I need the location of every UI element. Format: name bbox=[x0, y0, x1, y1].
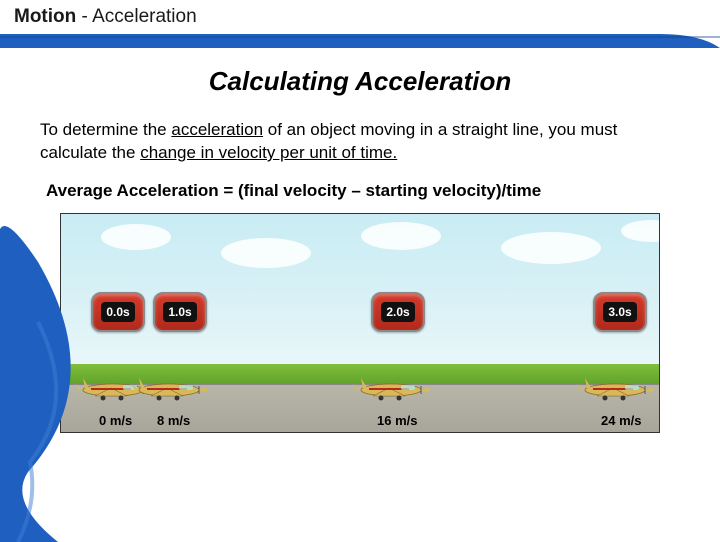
stopwatch-time: 2.0s bbox=[386, 305, 409, 319]
stopwatch: 2.0s bbox=[371, 292, 425, 332]
header-sub: - Acceleration bbox=[76, 6, 196, 27]
stopwatch: 3.0s bbox=[593, 292, 647, 332]
section-heading: Calculating Acceleration bbox=[40, 66, 680, 97]
formula: Average Acceleration = (final velocity –… bbox=[46, 181, 680, 201]
header-bar: Motion - Acceleration bbox=[0, 0, 720, 32]
stopwatch: 0.0s bbox=[91, 292, 145, 332]
velocity-label: 16 m/s bbox=[377, 413, 417, 428]
stopwatch-time: 3.0s bbox=[608, 305, 631, 319]
text-pre: To determine the bbox=[40, 120, 171, 139]
airplane bbox=[351, 366, 433, 402]
header-main: Motion bbox=[14, 6, 76, 27]
airplane bbox=[575, 366, 657, 402]
intro-text: To determine the acceleration of an obje… bbox=[40, 119, 680, 165]
velocity-label: 8 m/s bbox=[157, 413, 190, 428]
airplane bbox=[129, 366, 211, 402]
blue-ribbon bbox=[0, 32, 720, 48]
cloud bbox=[221, 238, 311, 268]
page-header: Motion - Acceleration bbox=[14, 6, 706, 28]
cloud bbox=[361, 222, 441, 250]
velocity-label: 0 m/s bbox=[99, 413, 132, 428]
stopwatch-time: 1.0s bbox=[168, 305, 191, 319]
cloud bbox=[101, 224, 171, 250]
text-u2: change in velocity per unit of time. bbox=[140, 143, 397, 162]
illustration: 0.0s 1.0s 2.0s 3.0s 0 m/s 8 m/s 16 m/s 24 m/s bbox=[60, 213, 660, 433]
content: Calculating Acceleration To determine th… bbox=[0, 48, 720, 433]
text-u1: acceleration bbox=[171, 120, 263, 139]
stopwatch: 1.0s bbox=[153, 292, 207, 332]
stopwatch-time: 0.0s bbox=[106, 305, 129, 319]
velocity-label: 24 m/s bbox=[601, 413, 641, 428]
cloud bbox=[501, 232, 601, 264]
